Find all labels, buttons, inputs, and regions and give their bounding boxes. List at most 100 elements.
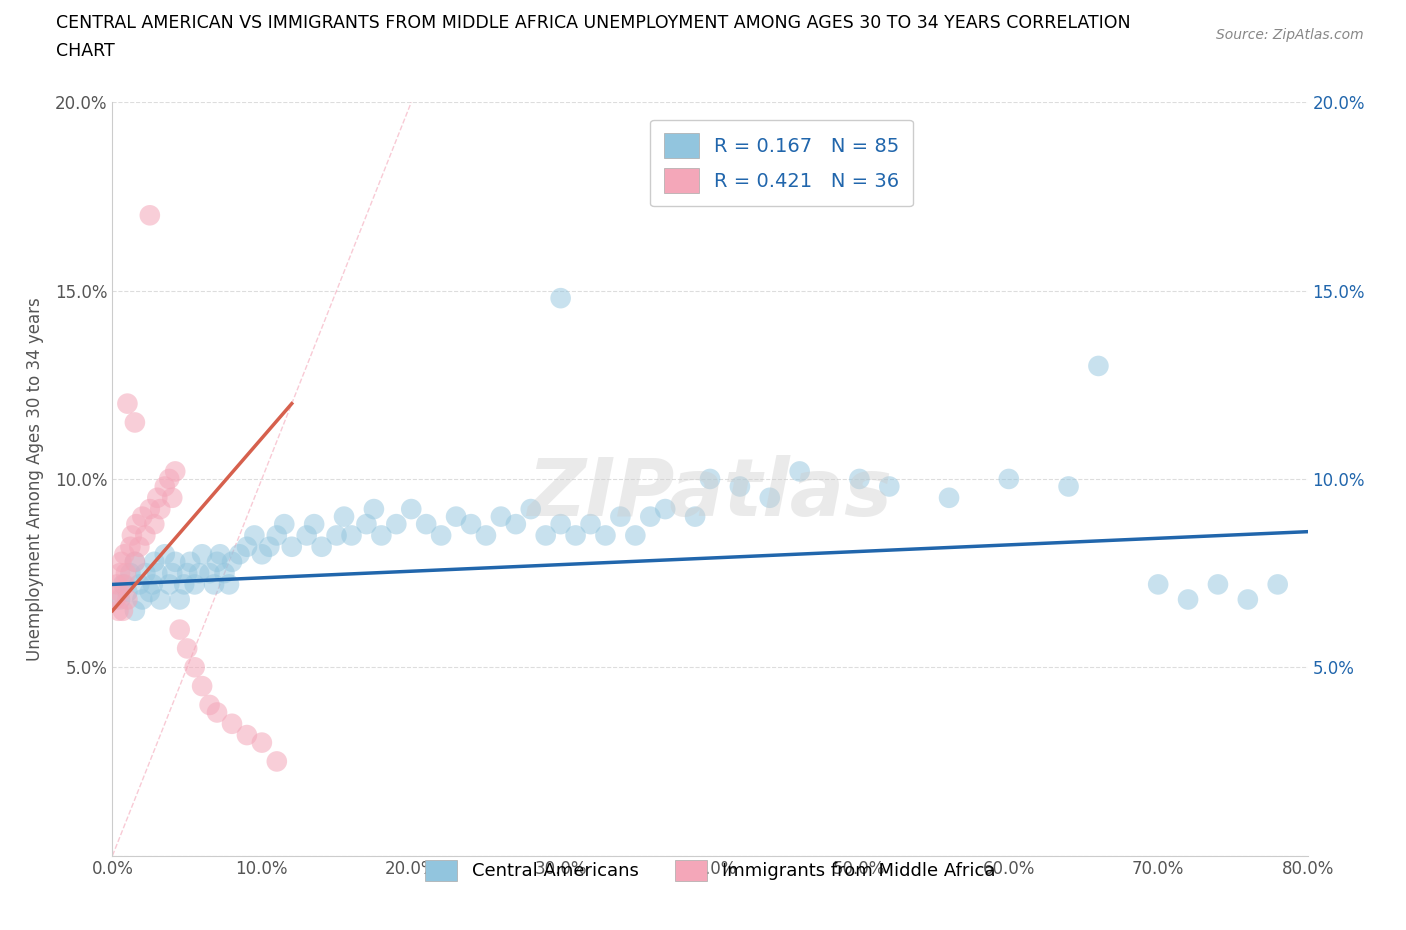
Point xyxy=(1237,592,1260,607)
Point xyxy=(370,528,392,543)
Point xyxy=(165,464,187,479)
Legend: Central Americans, Immigrants from Middle Africa: Central Americans, Immigrants from Middl… xyxy=(418,853,1002,888)
Point xyxy=(162,565,183,580)
Point xyxy=(128,539,150,554)
Point xyxy=(157,577,180,591)
Point xyxy=(149,501,172,516)
Point xyxy=(550,291,572,306)
Point xyxy=(205,554,228,569)
Point xyxy=(1057,479,1080,494)
Point xyxy=(654,501,676,516)
Point xyxy=(475,528,498,543)
Point xyxy=(139,585,162,600)
Point xyxy=(124,415,146,430)
Y-axis label: Unemployment Among Ages 30 to 34 years: Unemployment Among Ages 30 to 34 years xyxy=(25,297,44,661)
Point xyxy=(134,528,156,543)
Point xyxy=(149,592,172,607)
Point xyxy=(266,528,288,543)
Point xyxy=(333,510,356,525)
Point xyxy=(273,517,295,532)
Point xyxy=(108,592,131,607)
Point xyxy=(198,565,221,580)
Point xyxy=(699,472,721,486)
Point xyxy=(191,679,214,694)
Point xyxy=(176,641,198,656)
Text: Source: ZipAtlas.com: Source: ZipAtlas.com xyxy=(1216,28,1364,42)
Point xyxy=(176,565,198,580)
Point xyxy=(430,528,453,543)
Point xyxy=(105,577,128,591)
Point xyxy=(205,705,228,720)
Point xyxy=(520,501,543,516)
Point xyxy=(198,698,221,712)
Point xyxy=(124,604,146,618)
Point xyxy=(595,528,617,543)
Point xyxy=(157,472,180,486)
Point xyxy=(146,490,169,505)
Point xyxy=(114,577,135,591)
Point xyxy=(228,547,250,562)
Point xyxy=(143,554,166,569)
Point xyxy=(401,501,423,516)
Point xyxy=(221,716,243,731)
Point xyxy=(236,539,259,554)
Point xyxy=(188,565,211,580)
Point xyxy=(165,554,187,569)
Point xyxy=(169,622,191,637)
Point xyxy=(259,539,281,554)
Point xyxy=(124,554,146,569)
Point xyxy=(1267,577,1289,591)
Point xyxy=(108,565,131,580)
Point xyxy=(117,396,139,411)
Point xyxy=(111,577,134,591)
Point xyxy=(789,464,811,479)
Point xyxy=(179,554,201,569)
Point xyxy=(218,577,240,591)
Point xyxy=(444,510,467,525)
Point xyxy=(609,510,631,525)
Point xyxy=(1087,359,1109,374)
Point xyxy=(550,517,572,532)
Point xyxy=(131,510,153,525)
Point xyxy=(415,517,437,532)
Point xyxy=(142,577,165,591)
Point xyxy=(143,517,166,532)
Point xyxy=(104,592,127,607)
Point xyxy=(128,577,150,591)
Point xyxy=(281,539,304,554)
Point xyxy=(191,547,214,562)
Point xyxy=(250,547,273,562)
Point xyxy=(107,604,129,618)
Point xyxy=(340,528,363,543)
Point xyxy=(564,528,586,543)
Point xyxy=(139,501,162,516)
Point xyxy=(117,592,139,607)
Point xyxy=(115,565,138,580)
Point xyxy=(489,510,512,525)
Point xyxy=(579,517,602,532)
Point xyxy=(153,479,176,494)
Point xyxy=(534,528,557,543)
Point xyxy=(173,577,195,591)
Point xyxy=(124,554,146,569)
Point xyxy=(624,528,647,543)
Point xyxy=(295,528,318,543)
Point xyxy=(121,528,143,543)
Point xyxy=(1177,592,1199,607)
Point xyxy=(117,585,139,600)
Point xyxy=(202,577,225,591)
Point xyxy=(640,510,662,525)
Text: CENTRAL AMERICAN VS IMMIGRANTS FROM MIDDLE AFRICA UNEMPLOYMENT AMONG AGES 30 TO : CENTRAL AMERICAN VS IMMIGRANTS FROM MIDD… xyxy=(56,14,1130,32)
Point xyxy=(938,490,960,505)
Point xyxy=(221,554,243,569)
Point xyxy=(505,517,527,532)
Point xyxy=(266,754,288,769)
Point xyxy=(879,479,901,494)
Point xyxy=(683,510,706,525)
Point xyxy=(183,660,205,675)
Point xyxy=(385,517,408,532)
Point xyxy=(111,604,134,618)
Point xyxy=(131,592,153,607)
Point xyxy=(146,565,169,580)
Point xyxy=(728,479,751,494)
